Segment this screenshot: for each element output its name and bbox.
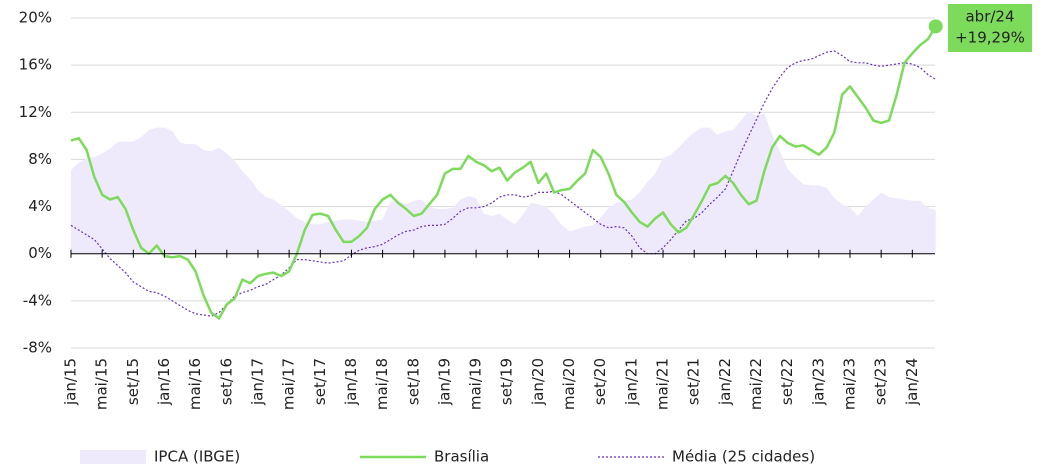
x-tick-label: mai/15 — [93, 358, 111, 410]
x-tick-label: mai/18 — [373, 358, 391, 410]
x-tick-label: set/20 — [591, 358, 609, 405]
legend-swatch — [80, 450, 146, 464]
x-tick-label: jan/24 — [903, 358, 921, 406]
y-tick-label: -4% — [23, 291, 52, 309]
x-tick-label: jan/22 — [716, 358, 734, 406]
end-point — [928, 19, 943, 34]
x-tick-label: jan/18 — [342, 358, 360, 406]
legend-label: Brasília — [434, 448, 489, 466]
legend-label: Média (25 cidades) — [672, 448, 815, 466]
x-tick-label: mai/21 — [654, 358, 672, 410]
x-tick-label: jan/20 — [529, 358, 547, 406]
y-tick-label: 20% — [19, 9, 52, 27]
legend-label: IPCA (IBGE) — [154, 448, 240, 466]
x-tick-label: set/15 — [124, 358, 142, 405]
annotation-text: +19,29% — [955, 29, 1025, 47]
x-tick-label: set/23 — [872, 358, 890, 405]
y-tick-label: -8% — [23, 339, 52, 357]
x-tick-label: mai/16 — [186, 358, 204, 410]
area — [71, 111, 936, 254]
line — [70, 25, 937, 320]
x-tick-label: jan/16 — [155, 358, 173, 406]
annotation-date: abr/24 — [965, 8, 1014, 26]
x-tick-label: jan/23 — [809, 358, 827, 406]
x-tick-label: jan/15 — [62, 358, 80, 406]
y-tick-label: 8% — [28, 150, 52, 168]
x-tick-label: mai/19 — [467, 358, 485, 410]
x-tick-label: jan/19 — [435, 358, 453, 406]
x-tick-label: set/16 — [217, 358, 235, 405]
x-tick-label: set/22 — [778, 358, 796, 405]
y-tick-label: 4% — [28, 197, 52, 215]
y-tick-label: 16% — [19, 56, 52, 74]
x-tick-label: mai/23 — [841, 358, 859, 410]
x-tick-label: set/21 — [685, 358, 703, 405]
y-tick-label: 0% — [28, 244, 52, 262]
x-tick-label: jan/21 — [622, 358, 640, 406]
x-tick-label: set/18 — [404, 358, 422, 405]
annotation-box — [948, 4, 1032, 52]
x-tick-label: mai/22 — [747, 358, 765, 410]
x-tick-label: mai/20 — [560, 358, 578, 410]
y-tick-label: 12% — [19, 103, 52, 121]
x-tick-label: set/19 — [498, 358, 516, 405]
x-tick-label: jan/17 — [248, 358, 266, 406]
x-tick-label: mai/17 — [280, 358, 298, 410]
x-tick-label: set/17 — [311, 358, 329, 405]
